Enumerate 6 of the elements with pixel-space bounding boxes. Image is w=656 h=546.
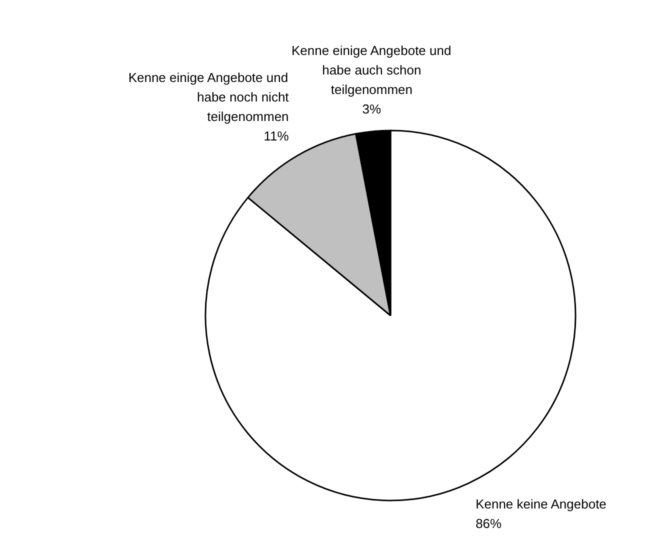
slice-label: Kenne einige Angebote und habe auch schon teilgenommen <box>291 43 452 98</box>
slice-label: Kenne keine Angebote <box>476 496 606 512</box>
slice-label: Kenne einige Angebote und habe noch nicht teilgenommen <box>128 70 290 124</box>
data-label: 86% <box>476 516 502 531</box>
data-label: 11% <box>264 128 290 144</box>
data-label: 3% <box>362 102 382 117</box>
